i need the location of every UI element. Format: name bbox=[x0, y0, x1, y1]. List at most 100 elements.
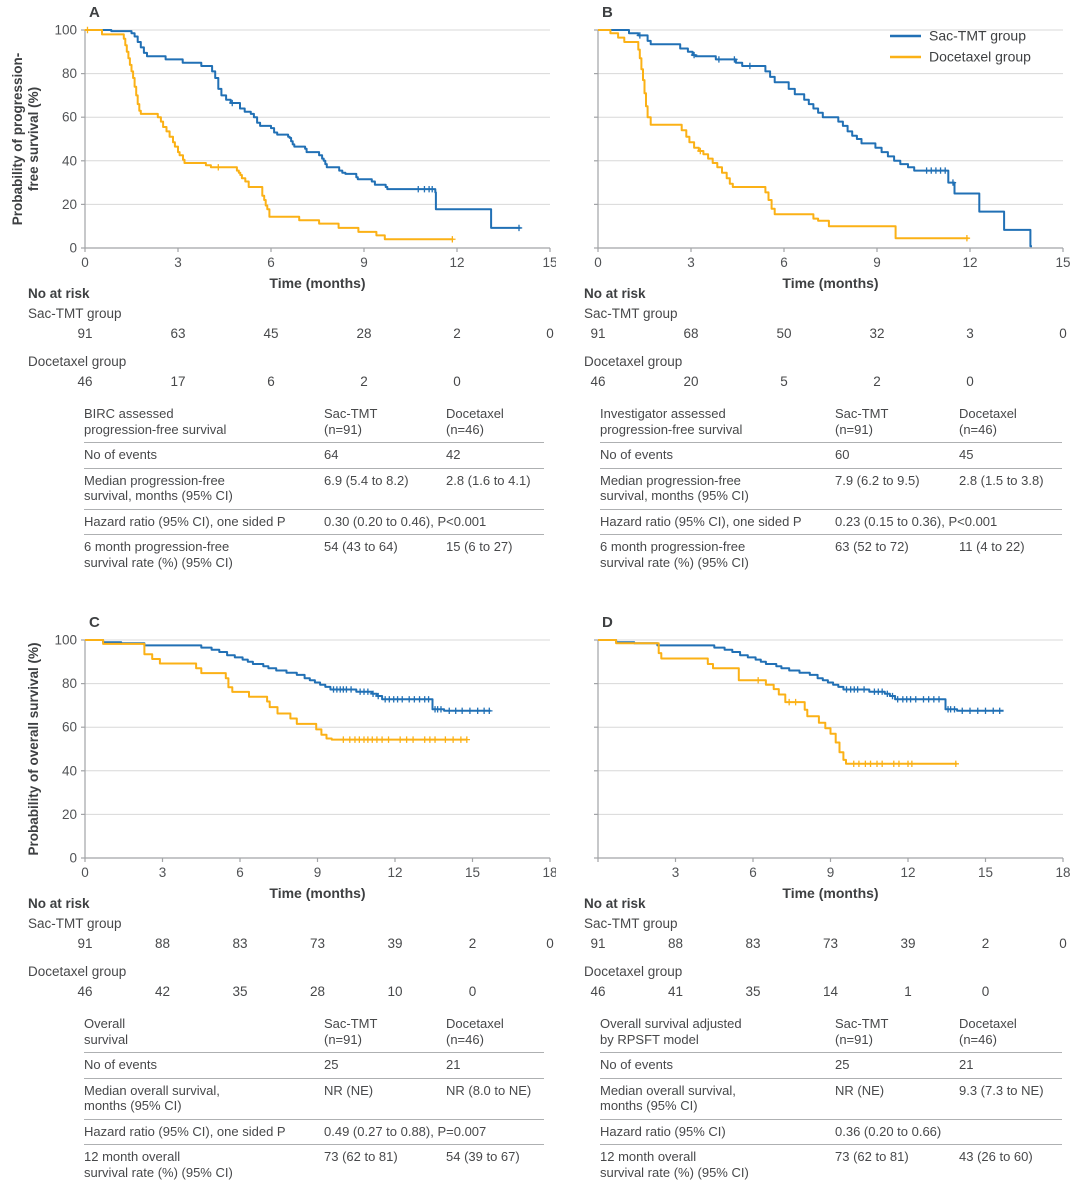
censor-mark bbox=[452, 707, 459, 715]
km-chart-c: 0 3 6 9 12 15 18 0 20 40 60 80 100 C Time (months) Prob… bbox=[26, 614, 556, 901]
stats-header-row: Overall survival adjusted by RPSFT model… bbox=[600, 1012, 1062, 1053]
x-tick-label: 3 bbox=[672, 865, 680, 880]
stats-value-cell: 11 (4 to 22) bbox=[959, 539, 1025, 554]
risk-title: No at risk bbox=[28, 286, 90, 301]
risk-count: 28 bbox=[356, 326, 372, 341]
stats-header-row: BIRC assessed progression-free survival S… bbox=[84, 402, 544, 443]
stats-table-c: Overall survival Sac-TMT (n=91) Docetaxel … bbox=[84, 1012, 544, 1185]
risk-count: 88 bbox=[667, 936, 684, 951]
risk-count: 2 bbox=[360, 374, 368, 389]
x-axis-title: Time (months) bbox=[782, 275, 878, 291]
risk-count: 91 bbox=[77, 326, 93, 341]
risk-group-label: Docetaxel group bbox=[28, 354, 127, 369]
censor-mark bbox=[457, 736, 465, 743]
y-tick-label: 20 bbox=[62, 807, 77, 822]
risk-group-label: Sac-TMT group bbox=[28, 306, 122, 321]
stats-row: Hazard ratio (95% CI), one sided P 0.23 (… bbox=[600, 509, 1062, 535]
risk-count: 83 bbox=[232, 936, 248, 951]
stats-label-cell: Hazard ratio (95% CI), one sided P bbox=[84, 509, 324, 535]
risk-group-label: Sac-TMT group bbox=[584, 916, 678, 931]
stats-table-d: Overall survival adjusted by RPSFT model… bbox=[600, 1012, 1062, 1185]
censor-mark bbox=[908, 760, 916, 768]
risk-count: 39 bbox=[900, 936, 916, 951]
stats-header-cell: Sac-TMT (n=91) bbox=[835, 402, 959, 443]
risk-count: 2 bbox=[453, 326, 461, 341]
risk-count: 14 bbox=[822, 984, 839, 999]
risk-count: 91 bbox=[77, 936, 93, 951]
panel-letter: A bbox=[89, 4, 100, 21]
y-tick-label: 0 bbox=[69, 241, 77, 256]
survival-curve-docetaxel bbox=[598, 29, 969, 240]
stats-row: No of events 25 21 bbox=[84, 1052, 544, 1079]
y-tick-label: 40 bbox=[62, 153, 77, 168]
x-tick-label: 0 bbox=[81, 255, 89, 270]
risk-count: 10 bbox=[387, 984, 403, 999]
y-tick-label: 100 bbox=[54, 23, 77, 38]
panel-letter: B bbox=[602, 4, 613, 21]
survival-curve-sac_tmt bbox=[85, 29, 521, 229]
risk-table-b: No at risk Sac-TMT group 91 68 50 32 3 0 Docetax… bbox=[556, 286, 1080, 389]
stats-header-row: Overall survival Sac-TMT (n=91) Docetaxel … bbox=[84, 1012, 544, 1053]
stats-label-cell: Hazard ratio (95% CI), one sided P bbox=[600, 509, 835, 535]
y-axis-title: Probability of overall survival (%) bbox=[26, 642, 41, 855]
stats-row: 6 month progression-free survival rate (… bbox=[600, 535, 1062, 576]
risk-title: No at risk bbox=[28, 896, 90, 911]
risk-count: 32 bbox=[869, 326, 885, 341]
x-tick-label: 15 bbox=[542, 255, 556, 270]
censor-mark bbox=[486, 707, 493, 715]
stats-value-cell: 9.3 (7.3 to NE) bbox=[959, 1078, 1062, 1120]
censor-mark bbox=[347, 686, 355, 693]
stats-row: 12 month overall survival rate (%) (95% … bbox=[84, 1145, 544, 1186]
stats-row: Median overall survival, months (95% CI)… bbox=[84, 1078, 544, 1120]
stats-value-cell: 25 bbox=[324, 1052, 446, 1079]
risk-count: 63 bbox=[170, 326, 186, 341]
risk-count: 42 bbox=[154, 984, 171, 999]
risk-count: 0 bbox=[546, 326, 554, 341]
censor-mark bbox=[425, 696, 432, 703]
stats-value-cell: 0.23 (0.15 to 0.36), P<0.001 bbox=[835, 509, 1062, 535]
y-tick-label: 80 bbox=[62, 676, 77, 691]
stats-value-cell: 2.8 (1.5 to 3.8) bbox=[959, 468, 1062, 510]
censor-mark bbox=[867, 760, 874, 768]
stats-value-cell: 42 bbox=[446, 442, 544, 469]
survival-curve-docetaxel bbox=[85, 639, 468, 741]
x-tick-label: 12 bbox=[962, 255, 977, 270]
x-axis-title: Time (months) bbox=[269, 885, 365, 901]
stats-value-cell: 15 (6 to 27) bbox=[446, 539, 513, 554]
x-tick-label: 6 bbox=[236, 865, 244, 880]
x-axis-title: Time (months) bbox=[782, 885, 878, 901]
stats-row: Median overall survival, months (95% CI)… bbox=[600, 1078, 1062, 1120]
risk-count: 28 bbox=[309, 984, 326, 999]
risk-count: 2 bbox=[468, 936, 477, 951]
stats-row: 12 month overall survival rate (%) (95% … bbox=[600, 1145, 1062, 1186]
censor-mark bbox=[959, 707, 966, 715]
censor-mark bbox=[437, 706, 445, 713]
censor-mark bbox=[369, 690, 377, 698]
risk-group-label: Sac-TMT group bbox=[28, 916, 122, 931]
stats-label-cell: Median progression-free survival, months… bbox=[600, 468, 835, 510]
stats-label-cell: 12 month overall survival rate (%) (95% … bbox=[600, 1149, 749, 1180]
legend-label: Docetaxel group bbox=[929, 49, 1031, 65]
censor-mark bbox=[895, 760, 903, 768]
survival-curve-sac_tmt bbox=[598, 29, 1032, 248]
stats-value-cell: 0.36 (0.20 to 0.66) bbox=[835, 1119, 1062, 1145]
risk-count: 91 bbox=[590, 326, 606, 341]
censor-mark bbox=[396, 736, 404, 743]
censor-mark bbox=[715, 56, 723, 63]
panel-letter: C bbox=[89, 614, 100, 631]
censor-mark bbox=[515, 224, 523, 232]
survival-curve-sac_tmt bbox=[598, 639, 1004, 712]
x-tick-label: 3 bbox=[159, 865, 167, 880]
risk-count: 50 bbox=[776, 326, 792, 341]
stats-label-cell: 12 month overall survival rate (%) (95% … bbox=[84, 1149, 233, 1180]
stats-label-cell: Median overall survival, months (95% CI) bbox=[84, 1078, 324, 1120]
censor-mark bbox=[878, 688, 886, 695]
risk-count: 0 bbox=[453, 374, 461, 389]
x-tick-label: 12 bbox=[449, 255, 464, 270]
censor-mark bbox=[466, 707, 474, 715]
censor-mark bbox=[951, 706, 958, 713]
risk-count: 0 bbox=[966, 374, 974, 389]
stats-label-cell: No of events bbox=[84, 1052, 324, 1079]
x-tick-label: 9 bbox=[360, 255, 368, 270]
y-tick-label: 40 bbox=[62, 763, 77, 778]
